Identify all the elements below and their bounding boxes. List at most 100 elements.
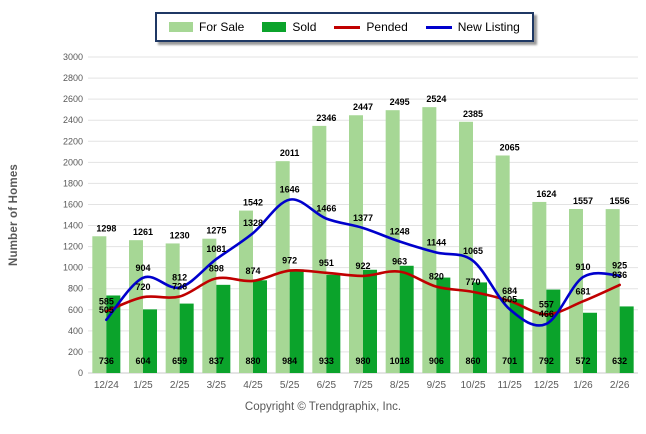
sold-bar [253,280,267,373]
sold-value-label: 572 [575,356,590,366]
legend-line-swatch-3 [425,25,452,29]
x-tick-label: 9/25 [427,380,447,391]
for-sale-value-label: 2495 [390,97,410,107]
pended-value-label: 836 [612,270,627,280]
for-sale-value-label: 1261 [133,227,153,237]
for-sale-value-label: 1230 [170,230,190,240]
copyright-text: Copyright © Trendgraphix, Inc. [244,401,402,413]
sold-bar [399,265,414,373]
for-sale-value-label: 1556 [610,196,630,206]
sold-value-label: 984 [282,356,297,366]
sold-value-label: 701 [502,356,517,366]
y-tick-label: 3000 [63,52,83,62]
pended-value-label: 720 [135,282,150,292]
pended-value-label: 557 [539,299,554,309]
y-tick-label: 1000 [63,263,83,273]
x-tick-label: 10/25 [460,380,485,391]
new-listing-value-label: 1144 [427,237,447,247]
y-tick-label: 200 [68,347,83,357]
legend-item-new-listing: New Listing [425,20,520,34]
pended-value-label: 726 [172,282,187,292]
sold-value-label: 906 [429,356,444,366]
for-sale-bar [459,121,473,373]
sold-bar [436,277,451,373]
sold-value-label: 837 [209,356,224,366]
sold-bar [143,309,157,373]
sold-value-label: 632 [612,356,627,366]
legend-label: Sold [292,20,317,34]
sold-bar [583,312,597,373]
sold-value-label: 980 [355,356,370,366]
y-tick-label: 2200 [63,136,83,146]
new-listing-line [105,198,621,327]
y-tick-label: 2600 [63,94,83,104]
pended-line [105,268,621,316]
x-tick-label: 1/25 [133,380,153,391]
new-listing-value-label: 1466 [316,204,336,214]
for-sale-bar [569,208,583,373]
for-sale-value-label: 1557 [573,196,593,206]
new-listing-value-label: 605 [502,294,517,304]
for-sale-value-label: 1275 [206,226,226,236]
y-tick-label: 1400 [63,221,83,231]
for-sale-value-label: 2385 [463,109,483,119]
for-sale-value-label: 1298 [96,223,116,233]
x-tick-label: 12/24 [94,380,119,391]
for-sale-bar [349,115,363,374]
sold-value-label: 1018 [390,356,410,366]
new-listing-value-label: 1328 [243,218,263,228]
sold-value-label: 736 [99,356,114,366]
x-tick-label: 7/25 [353,380,373,391]
for-sale-bar [532,201,547,373]
sold-value-label: 860 [465,356,480,366]
new-listing-value-label: 505 [99,305,114,315]
for-sale-bar [239,210,253,373]
new-listing-value-label: 904 [135,263,150,273]
y-tick-label: 0 [78,368,83,378]
for-sale-bar [605,209,620,373]
legend-color-swatch-0 [169,22,193,32]
pended-value-label: 585 [99,296,114,306]
y-tick-label: 600 [68,305,83,315]
for-sale-value-label: 2065 [500,142,520,152]
pended-value-label: 898 [209,263,224,273]
x-tick-label: 6/25 [317,380,337,391]
sold-value-label: 604 [135,356,150,366]
x-tick-label: 2/26 [610,380,630,391]
y-tick-label: 2800 [63,73,83,83]
new-listing-value-label: 1646 [280,185,300,195]
legend-label: Pended [366,20,408,34]
pended-value-label: 820 [429,272,444,282]
pended-value-label: 922 [355,261,370,271]
sold-bar [289,269,304,373]
new-listing-value-label: 910 [575,262,590,272]
y-tick-label: 2000 [63,157,83,167]
y-tick-label: 2400 [63,115,83,125]
new-listing-value-label: 812 [172,272,187,282]
new-listing-value-label: 925 [612,261,627,271]
for-sale-value-label: 2346 [316,113,336,123]
sold-value-label: 933 [319,356,334,366]
x-tick-label: 2/25 [170,380,190,391]
sold-bar [619,306,634,373]
legend-item-sold: Sold [262,20,316,34]
new-listing-value-label: 1377 [353,213,373,223]
for-sale-value-label: 1624 [536,189,556,199]
pended-value-label: 874 [245,266,260,276]
for-sale-value-label: 2524 [426,94,446,104]
x-tick-label: 8/25 [390,380,410,391]
y-tick-label: 1800 [63,178,83,188]
new-listing-value-label: 466 [539,309,554,319]
sold-value-label: 880 [245,356,260,366]
sold-value-label: 792 [539,356,554,366]
for-sale-value-label: 2011 [280,148,300,158]
legend-color-swatch-1 [262,22,287,32]
for-sale-bar [129,240,143,373]
y-tick-label: 800 [68,284,83,294]
sold-bar [473,282,487,373]
chart-legend: For Sale Sold Pended New Listing [155,12,534,42]
new-listing-value-label: 1065 [463,246,483,256]
x-tick-label: 4/25 [243,380,263,391]
